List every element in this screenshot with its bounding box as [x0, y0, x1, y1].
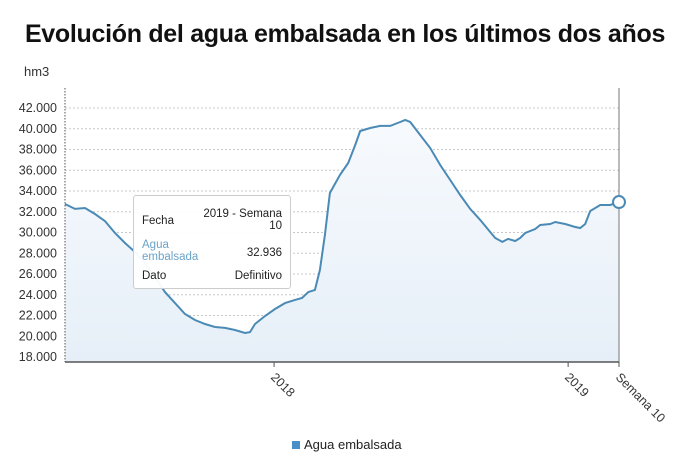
tooltip-fecha-value-line1: 2019 - Semana: [203, 208, 282, 220]
y-tick-label: 20.000: [19, 329, 57, 343]
y-tick-label: 24.000: [19, 288, 57, 302]
tooltip-row-fecha: Fecha: [142, 215, 282, 227]
y-tick-label: 26.000: [19, 267, 57, 281]
tooltip-fecha-value-line2: 10: [269, 220, 282, 232]
y-tick-label: 42.000: [19, 101, 57, 115]
hover-point-marker[interactable]: [612, 195, 626, 210]
y-axis-unit: hm3: [24, 64, 50, 79]
legend-label: Agua embalsada: [304, 437, 402, 452]
y-tick-label: 18.000: [19, 350, 57, 364]
y-tick-label: 40.000: [19, 122, 57, 136]
chart-title: Evolución del agua embalsada en los últi…: [24, 20, 666, 48]
legend-item[interactable]: Agua embalsada: [292, 437, 402, 452]
x-tick-label: Semana 10: [613, 370, 668, 425]
y-tick-label: 28.000: [19, 246, 57, 260]
tooltip-agua-label-line1: Agua: [142, 239, 169, 251]
y-tick-label: 36.000: [19, 163, 57, 177]
tooltip-agua-label-line2: embalsada: [142, 251, 199, 263]
tooltip-agua-label: Agua embalsada: [142, 239, 282, 263]
tooltip: Fecha 2019 - Semana 10 Agua embalsada 32…: [133, 195, 291, 289]
series-area: [65, 120, 619, 362]
y-tick-label: 22.000: [19, 309, 57, 323]
x-tick-label: 2018: [268, 370, 298, 400]
legend-swatch: [292, 440, 300, 449]
tooltip-dato-value: Definitivo: [234, 270, 282, 282]
y-tick-label: 38.000: [19, 143, 57, 157]
tooltip-fecha-value: 2019 - Semana 10: [142, 208, 282, 232]
tooltip-dato-label: Dato: [142, 270, 167, 282]
tooltip-agua-value: 32.936: [246, 247, 282, 259]
x-tick-label: 2019: [562, 370, 592, 400]
y-tick-label: 34.000: [19, 184, 57, 198]
y-tick-label: 30.000: [19, 226, 57, 240]
tooltip-fecha-label: Fecha: [142, 215, 174, 227]
y-tick-label: 32.000: [19, 205, 57, 219]
series-line: [64, 118, 620, 335]
